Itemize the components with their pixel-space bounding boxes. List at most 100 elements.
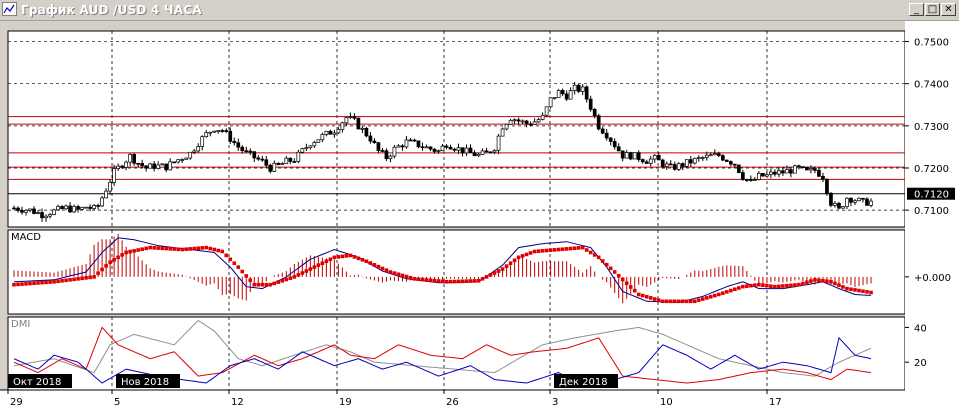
macd-signal-dot bbox=[636, 292, 641, 297]
macd-signal-dot bbox=[701, 297, 705, 301]
macd-signal-dot bbox=[448, 279, 453, 284]
macd-signal-dot bbox=[340, 254, 345, 259]
candle-body bbox=[380, 150, 385, 152]
candle-body bbox=[640, 159, 645, 163]
macd-signal-dot bbox=[761, 283, 765, 287]
candle-body bbox=[676, 163, 681, 170]
macd-signal-dot bbox=[588, 250, 593, 255]
macd-signal-dot bbox=[496, 269, 501, 273]
macd-signal-dot bbox=[40, 280, 44, 285]
chart-area: 0.7500 0.7400 0.7300 0.7200 0.7100 0.7120 +0.0… bbox=[0, 21, 959, 414]
macd-signal-dot bbox=[464, 279, 469, 283]
macd-signal-dot bbox=[789, 283, 793, 288]
candle-body bbox=[696, 157, 701, 159]
candle-body bbox=[196, 146, 201, 152]
candle-body bbox=[408, 139, 413, 142]
candle-body bbox=[164, 163, 169, 171]
macd-signal-dot bbox=[192, 246, 197, 251]
candle-body bbox=[656, 154, 661, 161]
candle-body bbox=[216, 130, 221, 132]
macd-signal-dot bbox=[604, 262, 609, 267]
macd-signal-dot bbox=[809, 279, 813, 283]
candle-body bbox=[160, 163, 165, 166]
macd-signal-dot bbox=[692, 299, 697, 304]
candle-body bbox=[716, 153, 721, 156]
macd-signal-dot bbox=[64, 278, 68, 283]
candle-body bbox=[112, 168, 116, 183]
candle-body bbox=[40, 212, 44, 219]
candle-body bbox=[476, 154, 481, 157]
candle-body bbox=[708, 154, 713, 157]
macd-signal-dot bbox=[777, 284, 781, 289]
macd-signal-dot bbox=[668, 299, 673, 304]
macd-signal-dot bbox=[717, 292, 721, 297]
macd-panel bbox=[7, 229, 906, 315]
macd-signal-dot bbox=[721, 291, 725, 295]
macd-signal-dot bbox=[676, 299, 681, 304]
macd-signal-dot bbox=[252, 282, 257, 287]
macd-signal-dot bbox=[304, 269, 309, 273]
candle-body bbox=[272, 162, 277, 172]
candle-body bbox=[384, 150, 389, 160]
macd-signal-dot bbox=[608, 266, 613, 271]
macd-signal-dot bbox=[813, 278, 817, 282]
close-button[interactable]: ✕ bbox=[941, 3, 956, 16]
candle-body bbox=[544, 106, 549, 116]
macd-signal-dot bbox=[548, 248, 553, 252]
macd-signal-dot bbox=[845, 286, 849, 291]
date-tick-label: 29 bbox=[10, 397, 23, 408]
macd-signal-dot bbox=[556, 247, 561, 252]
candle-body bbox=[308, 145, 313, 148]
candle-body bbox=[224, 130, 229, 132]
candle-body bbox=[560, 90, 565, 95]
macd-signal-dot bbox=[164, 246, 168, 251]
candle-body bbox=[736, 164, 741, 173]
macd-signal-dot bbox=[584, 248, 589, 252]
macd-signal-dot bbox=[476, 278, 481, 283]
macd-signal-dot bbox=[536, 249, 541, 253]
candle-body bbox=[644, 161, 649, 164]
macd-signal-dot bbox=[104, 264, 108, 268]
candle-body bbox=[260, 158, 265, 161]
candle-body bbox=[761, 172, 765, 177]
macd-signal-dot bbox=[328, 257, 333, 262]
window-title: График AUD /USD 4 ЧАСА bbox=[21, 3, 202, 17]
candle-body bbox=[841, 206, 845, 209]
current-price-box bbox=[907, 187, 955, 200]
candle-body bbox=[833, 202, 837, 206]
candle-body bbox=[324, 130, 329, 135]
candle-body bbox=[444, 145, 449, 148]
macd-signal-dot bbox=[364, 259, 369, 264]
candle-body bbox=[144, 165, 149, 169]
candle-body bbox=[576, 84, 581, 92]
candle-body bbox=[400, 145, 405, 148]
candle-body bbox=[532, 121, 537, 125]
macd-signal-dot bbox=[212, 247, 217, 252]
candle-body bbox=[440, 145, 445, 151]
candle-body bbox=[212, 130, 217, 133]
candle-body bbox=[688, 159, 693, 164]
date-tick-label: 10 bbox=[660, 397, 673, 408]
macd-signal-dot bbox=[300, 271, 305, 275]
candle-body bbox=[600, 128, 605, 134]
macd-signal-dot bbox=[713, 293, 717, 298]
candle-body bbox=[136, 162, 140, 165]
macd-signal-dot bbox=[857, 288, 861, 293]
macd-signal-dot bbox=[148, 245, 152, 250]
minimize-button[interactable]: _ bbox=[909, 3, 924, 16]
macd-signal-dot bbox=[416, 277, 421, 282]
candle-body bbox=[452, 148, 457, 151]
candle-body bbox=[268, 164, 273, 172]
macd-signal-dot bbox=[544, 248, 549, 253]
maximize-button[interactable]: □ bbox=[925, 3, 940, 16]
candle-body bbox=[849, 197, 853, 203]
candle-body bbox=[488, 151, 493, 154]
macd-signal-dot bbox=[729, 288, 733, 293]
macd-signal-dot bbox=[20, 282, 24, 286]
macd-signal-dot bbox=[120, 253, 124, 257]
macd-signal-dot bbox=[428, 278, 433, 283]
macd-signal-dot bbox=[188, 247, 193, 251]
macd-signal-dot bbox=[176, 247, 180, 252]
macd-signal-dot bbox=[344, 254, 349, 258]
candle-body bbox=[456, 147, 461, 151]
